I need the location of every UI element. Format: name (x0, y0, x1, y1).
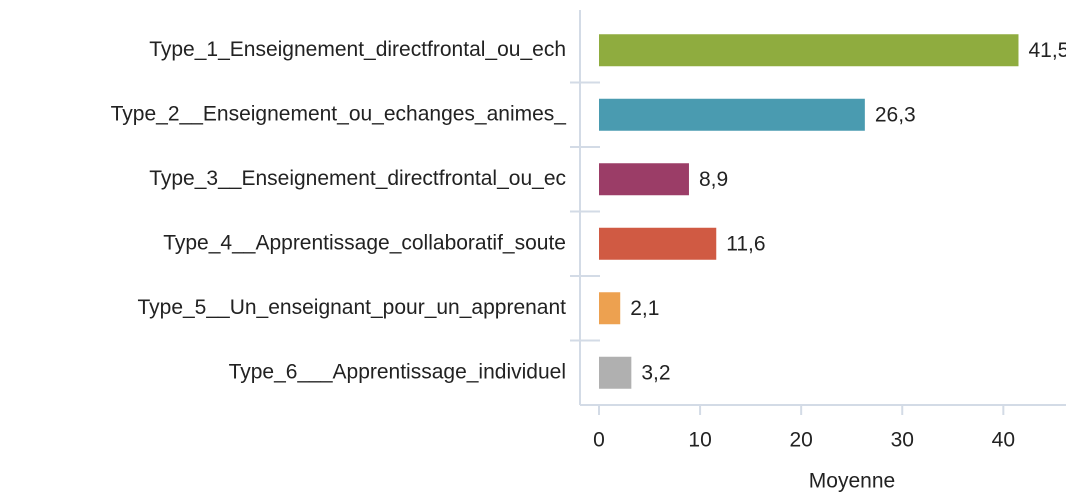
bar (599, 163, 689, 196)
x-tick-label: 10 (688, 429, 711, 452)
bar (599, 98, 865, 131)
value-label: 26,3 (875, 103, 916, 126)
y-tick-label: Type_5__Un_enseignant_pour_un_apprenant (137, 296, 566, 319)
value-label: 3,2 (641, 361, 670, 384)
bar (599, 356, 632, 389)
value-label: 2,1 (630, 297, 659, 320)
y-tick-label: Type_4__Apprentissage_collaboratif_soute (163, 231, 566, 254)
value-label: 8,9 (699, 168, 728, 191)
x-tick-label: 30 (891, 429, 914, 452)
y-tick-label: Type_2__Enseignement_ou_echanges_animes_ (111, 102, 567, 125)
value-label: 41,5 (1028, 39, 1066, 62)
bar (599, 227, 717, 260)
x-tick-label: 20 (789, 429, 812, 452)
y-tick-label: Type_1_Enseignement_directfrontal_ou_ech (149, 38, 566, 61)
x-tick-label: 40 (992, 429, 1015, 452)
bar (599, 292, 621, 325)
bar (599, 34, 1019, 67)
x-tick-label: 0 (593, 429, 605, 452)
value-label: 11,6 (726, 232, 765, 255)
y-tick-label: Type_3__Enseignement_directfrontal_ou_ec (149, 167, 566, 190)
x-axis-label: Moyenne (809, 470, 895, 493)
y-tick-label: Type_6___Apprentissage_individuel (229, 360, 566, 383)
